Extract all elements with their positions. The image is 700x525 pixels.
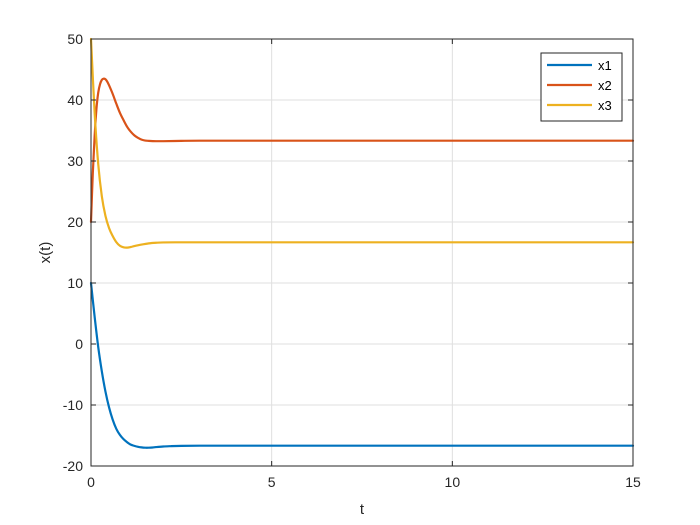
series-line-x1 [89,281,635,449]
tick-marks [90,38,634,467]
legend: x1 x2 x3 [540,52,623,122]
y-tick-label: 0 [75,336,83,352]
y-tick-label: -10 [63,397,83,413]
x-tick-label: 10 [445,474,461,490]
series-line-x2 [89,77,635,224]
x-tick-label: 15 [625,474,641,490]
y-tick-label: 20 [67,214,83,230]
y-tick-label: 50 [67,31,83,47]
plot-frame [90,38,634,467]
y-tick-label: -20 [63,458,83,474]
y-tick-label: 10 [67,275,83,291]
x-tick-label: 5 [268,474,276,490]
tick-labels: 0 5 10 15 -20 -10 0 10 20 30 40 50 [63,31,641,490]
series-line-x3 [89,37,635,249]
x-axis-label: t [360,501,365,518]
y-axis-label: x(t) [37,242,54,264]
y-tick-label: 40 [67,92,83,108]
y-tick-label: 30 [67,153,83,169]
legend-label-x3: x3 [598,98,612,113]
legend-label-x2: x2 [598,78,612,93]
series-group [89,37,635,449]
x-tick-label: 0 [87,474,95,490]
legend-label-x1: x1 [598,58,612,73]
